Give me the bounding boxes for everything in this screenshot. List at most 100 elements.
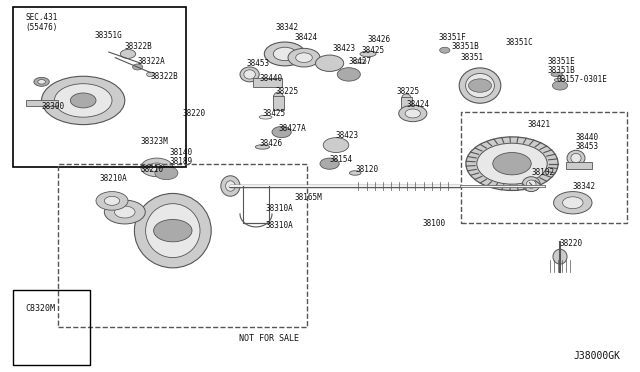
Circle shape xyxy=(493,153,531,175)
Ellipse shape xyxy=(225,181,236,191)
Text: 38427: 38427 xyxy=(349,57,372,66)
Text: 38102: 38102 xyxy=(531,169,554,177)
Ellipse shape xyxy=(526,180,536,188)
Circle shape xyxy=(38,80,45,84)
Text: SEC.431
(55476): SEC.431 (55476) xyxy=(26,13,58,32)
Text: 38189: 38189 xyxy=(170,157,193,166)
Text: 38351B: 38351B xyxy=(451,42,479,51)
Text: 38351F: 38351F xyxy=(438,33,466,42)
Circle shape xyxy=(96,192,128,210)
Ellipse shape xyxy=(240,67,259,82)
Text: 38424: 38424 xyxy=(294,33,317,42)
Text: 38424: 38424 xyxy=(406,100,429,109)
Circle shape xyxy=(552,81,568,90)
Bar xyxy=(401,97,412,112)
Bar xyxy=(26,100,58,106)
Bar xyxy=(58,164,307,327)
Circle shape xyxy=(320,158,339,169)
Circle shape xyxy=(264,42,305,66)
Circle shape xyxy=(154,219,192,242)
Circle shape xyxy=(399,105,427,122)
Circle shape xyxy=(563,197,583,209)
Circle shape xyxy=(477,143,547,184)
Bar xyxy=(566,162,592,169)
Text: 38426: 38426 xyxy=(259,139,282,148)
Text: 38322B: 38322B xyxy=(125,42,152,51)
Text: 38154: 38154 xyxy=(330,155,353,164)
Text: 38322A: 38322A xyxy=(138,57,165,66)
Text: 38425: 38425 xyxy=(362,46,385,55)
Text: 38322B: 38322B xyxy=(150,72,178,81)
Bar xyxy=(461,112,627,223)
Circle shape xyxy=(34,77,49,86)
Text: 38210: 38210 xyxy=(141,165,164,174)
Ellipse shape xyxy=(353,59,366,64)
Text: 38225: 38225 xyxy=(275,87,298,96)
Circle shape xyxy=(141,158,173,177)
Text: 38351B: 38351B xyxy=(547,66,575,75)
Text: NOT FOR SALE: NOT FOR SALE xyxy=(239,334,299,343)
Circle shape xyxy=(273,47,296,61)
Text: J38000GK: J38000GK xyxy=(574,351,621,361)
Circle shape xyxy=(132,64,143,70)
Text: 38310A: 38310A xyxy=(266,204,293,213)
Circle shape xyxy=(440,47,450,53)
Text: 38421: 38421 xyxy=(528,120,551,129)
Text: 38351E: 38351E xyxy=(547,57,575,66)
Text: 38220: 38220 xyxy=(182,109,205,118)
Bar xyxy=(253,78,282,87)
Text: 38140: 38140 xyxy=(170,148,193,157)
Ellipse shape xyxy=(466,74,495,98)
Circle shape xyxy=(405,109,420,118)
Text: 38342: 38342 xyxy=(573,182,596,190)
Text: 38220: 38220 xyxy=(560,239,583,248)
Text: 38351G: 38351G xyxy=(95,31,122,40)
Circle shape xyxy=(120,49,136,58)
Ellipse shape xyxy=(567,150,585,166)
Ellipse shape xyxy=(553,249,567,264)
Ellipse shape xyxy=(522,177,540,192)
Ellipse shape xyxy=(402,94,412,103)
Bar xyxy=(273,96,284,110)
Text: 38453: 38453 xyxy=(576,142,599,151)
Circle shape xyxy=(323,138,349,153)
Bar xyxy=(13,290,90,365)
Text: 38426: 38426 xyxy=(368,35,391,44)
Text: 38423: 38423 xyxy=(336,131,359,140)
Circle shape xyxy=(155,166,178,180)
Text: 38453: 38453 xyxy=(246,59,269,68)
Circle shape xyxy=(272,126,291,138)
Circle shape xyxy=(147,72,154,77)
Text: 38120: 38120 xyxy=(355,165,378,174)
Text: 38100: 38100 xyxy=(422,219,445,228)
Circle shape xyxy=(54,84,112,117)
Circle shape xyxy=(70,93,96,108)
Ellipse shape xyxy=(221,176,240,196)
Text: 38440: 38440 xyxy=(259,74,282,83)
Text: 38342: 38342 xyxy=(275,23,298,32)
Ellipse shape xyxy=(554,78,566,82)
Circle shape xyxy=(468,79,492,92)
Ellipse shape xyxy=(571,154,581,163)
Text: 08157-0301E: 08157-0301E xyxy=(557,76,607,84)
Ellipse shape xyxy=(273,92,283,101)
Text: 38310A: 38310A xyxy=(266,221,293,230)
Ellipse shape xyxy=(460,68,501,103)
Ellipse shape xyxy=(551,72,563,77)
Circle shape xyxy=(337,68,360,81)
Circle shape xyxy=(554,192,592,214)
Text: 38351C: 38351C xyxy=(506,38,533,47)
Circle shape xyxy=(104,200,145,224)
Circle shape xyxy=(42,76,125,125)
Circle shape xyxy=(288,48,320,67)
Ellipse shape xyxy=(244,70,255,79)
Circle shape xyxy=(466,137,558,190)
Text: 38425: 38425 xyxy=(262,109,285,118)
Text: 38351: 38351 xyxy=(461,53,484,62)
Text: 38440: 38440 xyxy=(576,133,599,142)
Text: 38210A: 38210A xyxy=(99,174,127,183)
Bar xyxy=(13,7,186,167)
Circle shape xyxy=(296,53,312,62)
Text: 38300: 38300 xyxy=(42,102,65,110)
Ellipse shape xyxy=(259,115,272,119)
